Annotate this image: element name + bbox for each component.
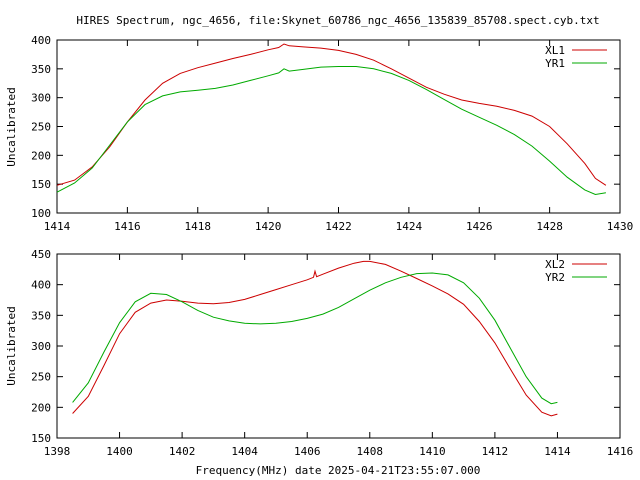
series-line-yr1: [56, 66, 606, 196]
y-tick-label: 400: [31, 34, 51, 47]
x-tick-label: 1406: [294, 445, 321, 458]
x-tick-label: 1408: [357, 445, 384, 458]
x-tick-label: 1404: [231, 445, 258, 458]
y-tick-label: 350: [31, 63, 51, 76]
x-tick-label: 1414: [544, 445, 571, 458]
plot-frame: [56, 253, 621, 439]
legend-label-yr2: YR2: [545, 271, 565, 284]
x-tick-label: 1424: [396, 220, 423, 233]
series-line-yr2: [72, 272, 558, 405]
y-tick-label: 100: [31, 207, 51, 220]
plot-frame: [56, 39, 621, 214]
x-tick-label: 1420: [255, 220, 282, 233]
y-tick-label: 400: [31, 279, 51, 292]
chart-title: HIRES Spectrum, ngc_4656, file:Skynet_60…: [76, 14, 599, 27]
y-tick-label: 200: [31, 149, 51, 162]
x-tick-label: 1428: [536, 220, 563, 233]
legend-label-yr1: YR1: [545, 57, 565, 70]
lower-plot-panel: 1398 1400 1402 1404 1406 1408 1410 1412 1414 1416…: [5, 248, 633, 458]
y-axis-label: Uncalibrated: [5, 87, 18, 166]
x-tick-label: 1430: [607, 220, 634, 233]
x-tick-label: 1426: [466, 220, 493, 233]
x-tick-label: 1402: [169, 445, 196, 458]
x-axis-label: Frequency(MHz) date 2025-04-21T23:55:07.…: [196, 464, 481, 477]
y-tick-label: 350: [31, 309, 51, 322]
x-tick-label: 1410: [419, 445, 446, 458]
upper-plot-panel: 1414 1416 1418 1420 1422 1424 1426 1428 1430 100 1…: [5, 34, 633, 233]
x-tick-label: 1400: [106, 445, 133, 458]
y-tick-label: 450: [31, 248, 51, 261]
x-tick-label: 1418: [185, 220, 212, 233]
x-tick-label: 1398: [44, 445, 71, 458]
x-tick-label: 1414: [44, 220, 71, 233]
y-tick-label: 200: [31, 401, 51, 414]
y-tick-label: 300: [31, 340, 51, 353]
y-tick-label: 150: [31, 432, 51, 445]
y-tick-label: 150: [31, 178, 51, 191]
x-tick-label: 1416: [114, 220, 141, 233]
y-axis-label: Uncalibrated: [5, 306, 18, 385]
series-line-xl1: [56, 43, 607, 186]
legend-label-xl1: XL1: [545, 44, 565, 57]
y-tick-label: 250: [31, 121, 51, 134]
y-tick-label: 300: [31, 92, 51, 105]
x-tick-label: 1422: [325, 220, 352, 233]
legend-label-xl2: XL2: [545, 258, 565, 271]
x-tick-label: 1416: [607, 445, 634, 458]
series-line-xl2: [72, 260, 558, 417]
x-tick-label: 1412: [482, 445, 509, 458]
y-tick-label: 250: [31, 371, 51, 384]
